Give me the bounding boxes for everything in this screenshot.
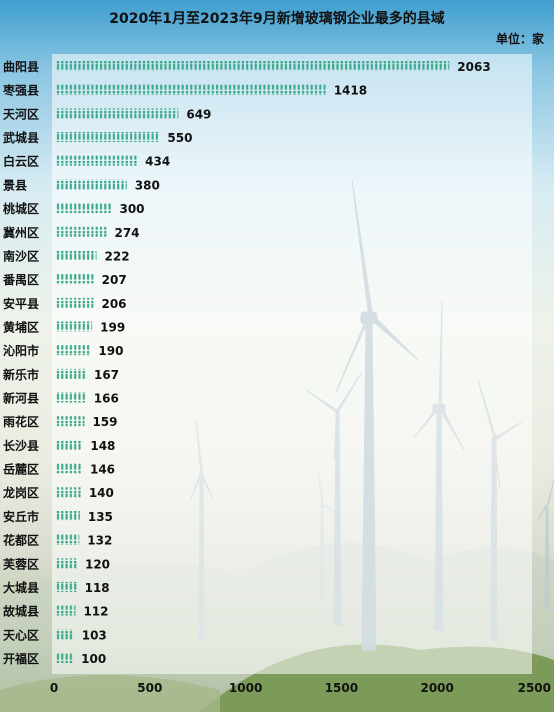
category-label: 冀州区 (3, 225, 39, 240)
bar (56, 416, 85, 427)
category-label: 安丘市 (3, 509, 39, 524)
bar (56, 84, 326, 95)
bar (56, 439, 83, 450)
value-label: 148 (90, 439, 115, 453)
bar (56, 629, 74, 640)
category-label: 岳麓区 (3, 462, 39, 477)
bar (56, 321, 93, 332)
value-label: 132 (87, 534, 112, 548)
bar (56, 155, 138, 166)
bar (56, 61, 450, 71)
category-label: 曲阳县 (3, 59, 39, 74)
bar (56, 653, 74, 663)
bar (56, 392, 86, 403)
bar (56, 487, 81, 498)
bar (56, 345, 91, 356)
value-label: 118 (85, 581, 110, 595)
value-label: 159 (92, 415, 117, 429)
category-label: 故城县 (3, 604, 39, 619)
bar (56, 274, 94, 285)
value-label: 167 (94, 368, 119, 382)
chart-title: 2020年1月至2023年9月新增玻璃钢企业最多的县域 (109, 11, 445, 27)
value-label: 300 (119, 202, 144, 216)
value-label: 135 (88, 510, 113, 524)
value-label: 103 (82, 628, 107, 642)
category-label: 雨花区 (3, 414, 39, 429)
category-label: 龙岗区 (3, 485, 39, 500)
bar (56, 581, 77, 592)
category-label: 新乐市 (3, 367, 39, 382)
x-tick-label: 500 (137, 681, 162, 695)
bar (56, 108, 179, 119)
value-label: 166 (94, 392, 119, 406)
value-label: 274 (114, 226, 139, 240)
value-label: 649 (186, 107, 211, 121)
x-tick-label: 1500 (325, 681, 358, 695)
x-tick-label: 1000 (229, 681, 262, 695)
bar (56, 534, 80, 545)
bar (56, 605, 76, 616)
bar (56, 463, 82, 474)
value-label: 380 (135, 178, 160, 192)
category-label: 武城县 (3, 130, 39, 145)
value-label: 207 (102, 273, 127, 287)
value-label: 146 (90, 463, 115, 477)
bar (56, 558, 77, 569)
category-label: 黄埔区 (3, 319, 39, 334)
category-label: 天心区 (3, 628, 39, 642)
category-label: 新河县 (3, 391, 39, 406)
category-label: 桃城区 (3, 201, 39, 216)
value-label: 199 (100, 320, 125, 334)
category-label: 芙蓉区 (2, 556, 39, 571)
bar (56, 132, 160, 143)
value-label: 222 (105, 249, 130, 263)
category-label: 沁阳市 (3, 343, 39, 358)
unit-label: 单位：家 (495, 32, 544, 46)
value-label: 112 (83, 605, 108, 619)
category-label: 安平县 (3, 296, 39, 311)
bar (56, 368, 86, 379)
category-label: 长沙县 (3, 438, 39, 453)
x-tick-label: 2500 (518, 681, 551, 695)
category-label: 开福区 (3, 651, 39, 666)
value-label: 206 (101, 297, 126, 311)
value-label: 1418 (334, 84, 367, 98)
bar (56, 179, 127, 190)
value-label: 190 (98, 344, 123, 358)
bar (56, 226, 107, 237)
value-label: 100 (81, 652, 106, 666)
category-label: 花都区 (3, 533, 39, 548)
value-label: 120 (85, 557, 110, 571)
category-label: 景县 (3, 178, 27, 192)
category-label: 番禺区 (2, 272, 39, 287)
bar (56, 203, 112, 214)
value-label: 140 (89, 486, 114, 500)
category-label: 南沙区 (3, 248, 39, 263)
category-label: 枣强县 (2, 83, 39, 98)
bar (56, 297, 94, 308)
bar (56, 250, 97, 261)
x-tick-label: 2000 (420, 681, 453, 695)
category-label: 天河区 (3, 106, 39, 121)
category-label: 大城县 (3, 580, 39, 595)
bar (56, 510, 80, 521)
category-label: 白云区 (3, 154, 39, 169)
value-label: 434 (145, 155, 170, 169)
x-tick-label: 0 (50, 681, 58, 695)
value-label: 550 (167, 131, 192, 145)
value-label: 2063 (457, 60, 490, 74)
